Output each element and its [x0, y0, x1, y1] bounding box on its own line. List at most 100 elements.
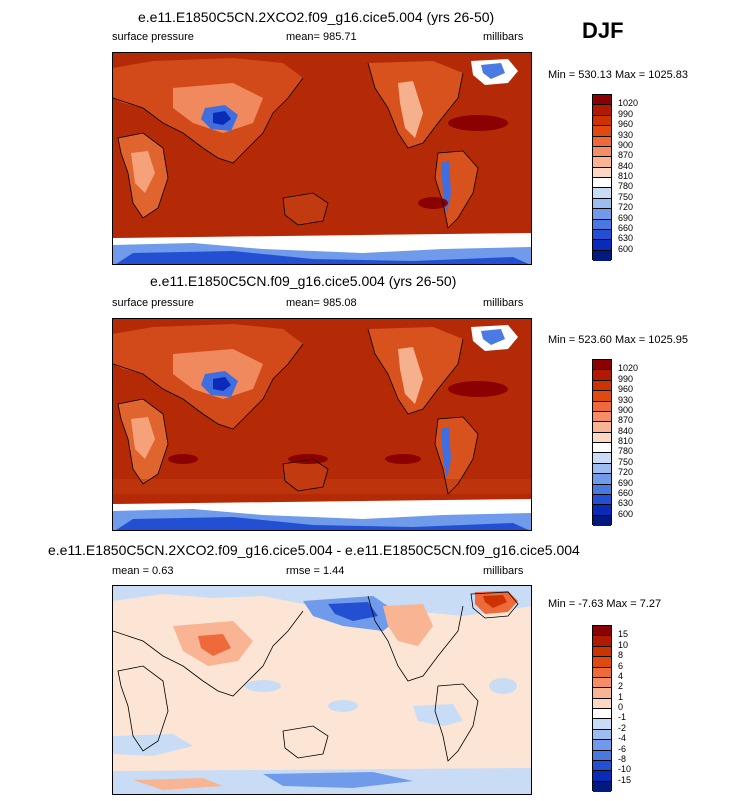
panel3-colorbar-swatch	[593, 750, 611, 761]
panel3-right-label: millibars	[483, 565, 524, 577]
panel3-colorbar-swatch	[593, 688, 611, 699]
panel3-colorbar-tick-label: 1	[618, 691, 624, 702]
panel3-colorbar-swatch	[593, 719, 611, 730]
panel3-colorbar-swatch	[593, 760, 611, 772]
panel2-center-label: mean= 985.08	[286, 297, 357, 309]
panel2-map-svg	[113, 319, 531, 530]
panel2-colorbar-tick-label: 600	[618, 508, 634, 519]
panel3-map	[112, 585, 532, 795]
panel2-colorbar-swatch	[593, 360, 611, 371]
panel2-right-label: millibars	[483, 297, 524, 309]
panel3-colorbar-tick-label: -10	[618, 764, 632, 775]
panel2-colorbar-tick-label: 810	[618, 436, 634, 446]
panel2-colorbar	[592, 359, 612, 526]
panel1-colorbar-tick-label: 660	[618, 222, 634, 233]
panel2-colorbar-swatch	[593, 391, 611, 402]
panel3-colorbar-swatch	[593, 646, 611, 658]
panel1-colorbar-tick-label: 900	[618, 139, 634, 150]
panel2-colorbar-swatch	[593, 505, 611, 516]
panel2-colorbar-tick-label: 900	[618, 404, 634, 415]
panel1-colorbar-swatch	[593, 157, 611, 168]
panel1-left-label: surface pressure	[112, 31, 194, 43]
panel2-title: e.e11.E1850C5CN.f09_g16.cice5.004 (yrs 2…	[150, 273, 457, 289]
panel1-colorbar-tick-label: 690	[618, 212, 634, 223]
panel2-colorbar-swatch	[593, 494, 611, 506]
panel2-colorbar-swatch	[593, 463, 611, 475]
panel1-center-label: mean= 985.71	[286, 31, 357, 43]
panel2-colorbar-swatch	[593, 443, 611, 454]
panel1-colorbar-swatch	[593, 115, 611, 127]
panel1-colorbar-swatch	[593, 250, 611, 261]
panel1-colorbar-tick-label: 630	[618, 233, 634, 244]
panel3-colorbar-swatch	[593, 667, 611, 678]
panel3-colorbar-tick-label: -1	[618, 712, 627, 723]
panel1-colorbar-tick-label: 600	[618, 243, 634, 254]
panel1-colorbar-tick-label: 870	[618, 150, 634, 161]
panel1-map	[112, 52, 532, 265]
panel1-colorbar-swatch	[593, 240, 611, 251]
panel2-colorbar-tick-label: 930	[618, 394, 634, 405]
panel1-colorbar-swatch	[593, 95, 611, 106]
panel1-colorbar-tick-label: 930	[618, 129, 634, 140]
panel1-colorbar-tick-label: 840	[618, 160, 634, 171]
panel1-colorbar-tick-label: 750	[618, 191, 634, 202]
panel3-colorbar-swatch	[593, 636, 611, 647]
panel3-colorbar-tick-label: 4	[618, 670, 624, 681]
panel3-colorbar-tick-label: 10	[618, 639, 629, 650]
panel2-colorbar-tick-label: 780	[618, 446, 634, 457]
panel3-colorbar-tick-label: 8	[618, 650, 624, 661]
panel3-colorbar-tick-label: -6	[618, 743, 627, 754]
panel1-colorbar-tick-label: 1020	[618, 98, 639, 109]
panel2-colorbar-tick-label: 690	[618, 477, 634, 488]
panel3-colorbar-swatch	[593, 740, 611, 751]
panel1-colorbar-tick-label: 990	[618, 108, 634, 119]
panel1-colorbar-swatch	[593, 219, 611, 230]
panel2-colorbar-swatch	[593, 411, 611, 423]
panel1-map-svg	[113, 53, 531, 264]
panel1-colorbar-tick-label: 960	[618, 119, 634, 130]
panel1-colorbar-swatch	[593, 167, 611, 178]
panel3-colorbar-tick-label: -4	[618, 733, 627, 744]
panel1-colorbar-swatch	[593, 105, 611, 116]
panel3-colorbar-swatch	[593, 771, 611, 782]
panel2-colorbar-swatch	[593, 422, 611, 433]
panel3-colorbar-swatch	[593, 698, 611, 709]
panel1-colorbar-swatch	[593, 178, 611, 189]
panel1-colorbar-tick-label: 720	[618, 202, 634, 213]
panel3-colorbar-tick-label: -15	[618, 774, 632, 785]
panel3-colorbar-swatch	[593, 709, 611, 720]
panel3-title: e.e11.E1850C5CN.2XCO2.f09_g16.cice5.004 …	[48, 542, 580, 558]
panel3-rmse-label: rmse = 1.44	[286, 565, 345, 577]
panel3-colorbar-swatch	[593, 626, 611, 637]
panel3-colorbar-swatch	[593, 781, 611, 792]
panel2-colorbar-tick-label: 720	[618, 467, 634, 478]
panel1-colorbar-swatch	[593, 209, 611, 220]
panel2-colorbar-swatch	[593, 432, 611, 443]
season-label: DJF	[582, 18, 624, 43]
panel2-colorbar-tick-label: 990	[618, 373, 634, 384]
panel2-left-label: surface pressure	[112, 297, 194, 309]
panel2-colorbar-swatch	[593, 401, 611, 412]
panel3-colorbar-tick-label: -8	[618, 753, 627, 764]
panel3-map-svg	[113, 586, 531, 794]
panel2-map	[112, 318, 532, 531]
panel3-colorbar-tick-label: -2	[618, 722, 627, 733]
panel2-colorbar-swatch	[593, 515, 611, 526]
panel2-colorbar-swatch	[593, 474, 611, 485]
panel1-colorbar-swatch	[593, 126, 611, 137]
panel3-colorbar	[592, 625, 612, 792]
panel2-colorbar-swatch	[593, 453, 611, 464]
panel3-min-max: Min = -7.63 Max = 7.27	[548, 598, 662, 610]
panel1-min-max: Min = 530.13 Max = 1025.83	[548, 69, 689, 81]
panel1-colorbar-swatch	[593, 136, 611, 147]
panel1-colorbar-swatch	[593, 229, 611, 241]
panel2-colorbar-swatch	[593, 380, 611, 392]
panel2-colorbar-tick-label: 750	[618, 456, 634, 467]
panel2-colorbar-tick-label: 660	[618, 487, 634, 498]
panel2-colorbar-swatch	[593, 370, 611, 381]
panel3-colorbar-tick-label: 2	[618, 681, 624, 692]
panel2-min-max: Min = 523.60 Max = 1025.95	[548, 334, 689, 346]
panel1-right-label: millibars	[483, 31, 524, 43]
panel1-colorbar-swatch	[593, 188, 611, 199]
panel3-colorbar-swatch	[593, 729, 611, 741]
